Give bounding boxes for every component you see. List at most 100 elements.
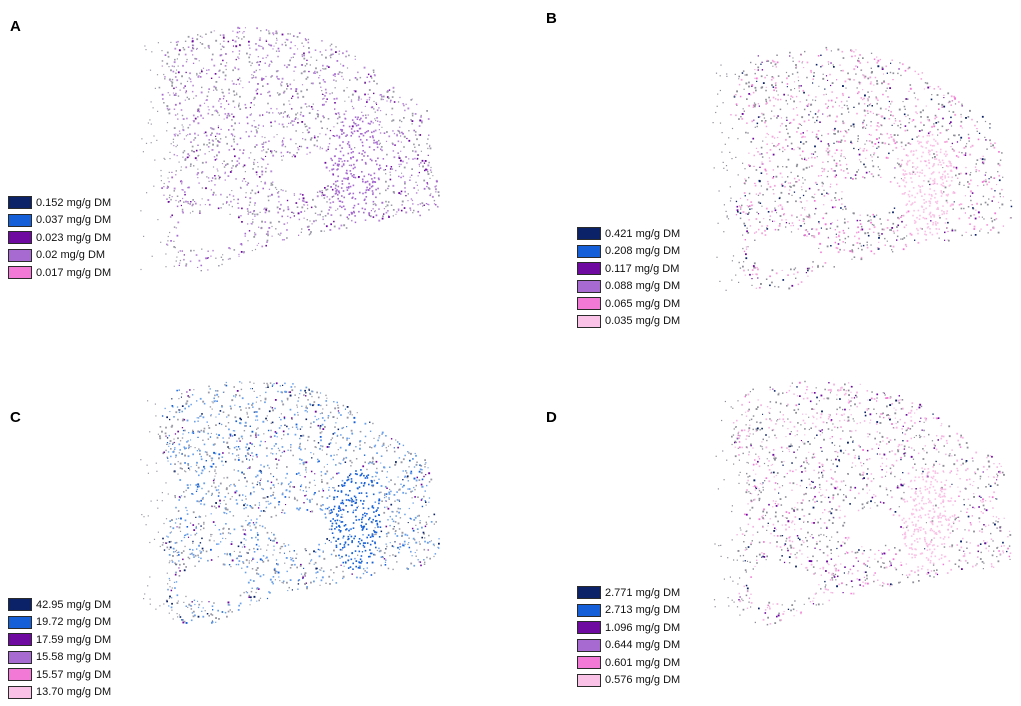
map-pixel [798,219,801,221]
map-pixel [948,110,950,112]
map-pixel [770,78,773,81]
map-pixel [942,173,944,176]
map-pixel [832,64,834,66]
map-pixel [885,108,887,110]
map-pixel [337,404,339,406]
map-pixel [435,188,437,191]
map-pixel [423,204,425,206]
map-pixel [185,91,187,94]
map-pixel [404,109,406,112]
map-pixel [841,197,843,200]
map-pixel [881,133,883,136]
map-pixel [722,161,724,163]
map-pixel [268,503,270,505]
map-pixel [198,431,201,433]
map-pixel [797,76,799,78]
map-pixel [832,170,835,172]
map-pixel [199,542,202,544]
map-pixel [225,503,227,505]
map-pixel [967,116,970,118]
map-pixel [219,503,221,505]
map-pixel [372,535,374,538]
map-pixel [256,213,259,216]
map-pixel [842,122,844,124]
map-pixel [985,171,987,174]
map-pixel [903,193,905,195]
map-pixel [246,52,248,55]
map-pixel [398,499,400,501]
map-pixel [739,212,742,214]
map-pixel [358,538,361,540]
map-pixel [217,112,219,114]
map-pixel [909,232,912,235]
map-pixel [238,106,240,108]
map-pixel [363,482,366,485]
map-pixel [346,437,349,440]
map-pixel [846,105,848,107]
map-pixel [838,231,841,234]
map-pixel [744,239,746,241]
map-pixel [911,138,914,140]
map-pixel [348,193,350,195]
map-pixel [160,175,162,177]
map-pixel [343,196,345,199]
map-pixel [855,49,857,51]
map-pixel [231,80,233,82]
map-pixel [870,134,872,136]
map-pixel [180,169,182,171]
map-pixel [312,198,314,201]
map-pixel [730,114,732,116]
map-pixel [297,588,299,590]
map-pixel [986,203,989,206]
map-pixel [325,149,328,152]
map-pixel [347,559,349,562]
map-pixel [228,204,230,206]
map-pixel [234,122,236,125]
map-pixel [859,83,861,85]
map-pixel [375,520,377,522]
map-pixel [326,65,329,68]
map-pixel [338,137,341,139]
map-pixel [208,88,210,90]
map-pixel [755,147,758,149]
map-pixel [775,272,778,275]
map-pixel [840,100,843,103]
map-pixel [396,561,398,563]
map-pixel [385,493,388,495]
map-pixel [937,134,939,136]
map-pixel [421,202,424,205]
map-pixel [230,125,233,127]
map-pixel [844,218,846,220]
map-pixel [294,66,297,68]
map-pixel [245,107,247,109]
map-pixel [983,218,985,220]
map-pixel [204,47,206,49]
map-pixel [314,410,317,413]
map-pixel [196,486,199,488]
map-pixel [304,210,306,212]
map-pixel [253,161,255,164]
map-pixel [245,559,248,562]
map-pixel [177,95,180,97]
map-pixel [354,550,357,552]
map-pixel [427,183,429,185]
map-pixel [197,266,199,268]
map-pixel [238,104,240,107]
map-pixel [912,187,915,189]
map-pixel [201,610,203,612]
map-pixel [176,155,178,157]
map-pixel [892,251,894,253]
map-pixel [310,470,313,473]
map-pixel [908,200,911,203]
map-pixel [991,220,994,222]
map-pixel [238,479,240,481]
map-pixel [355,560,358,562]
map-pixel [335,51,337,53]
map-pixel [870,154,872,156]
map-pixel [391,107,394,110]
map-pixel [391,114,393,116]
map-pixel [807,104,809,106]
map-pixel [179,259,182,262]
map-pixel [422,205,424,207]
map-pixel [924,233,926,236]
